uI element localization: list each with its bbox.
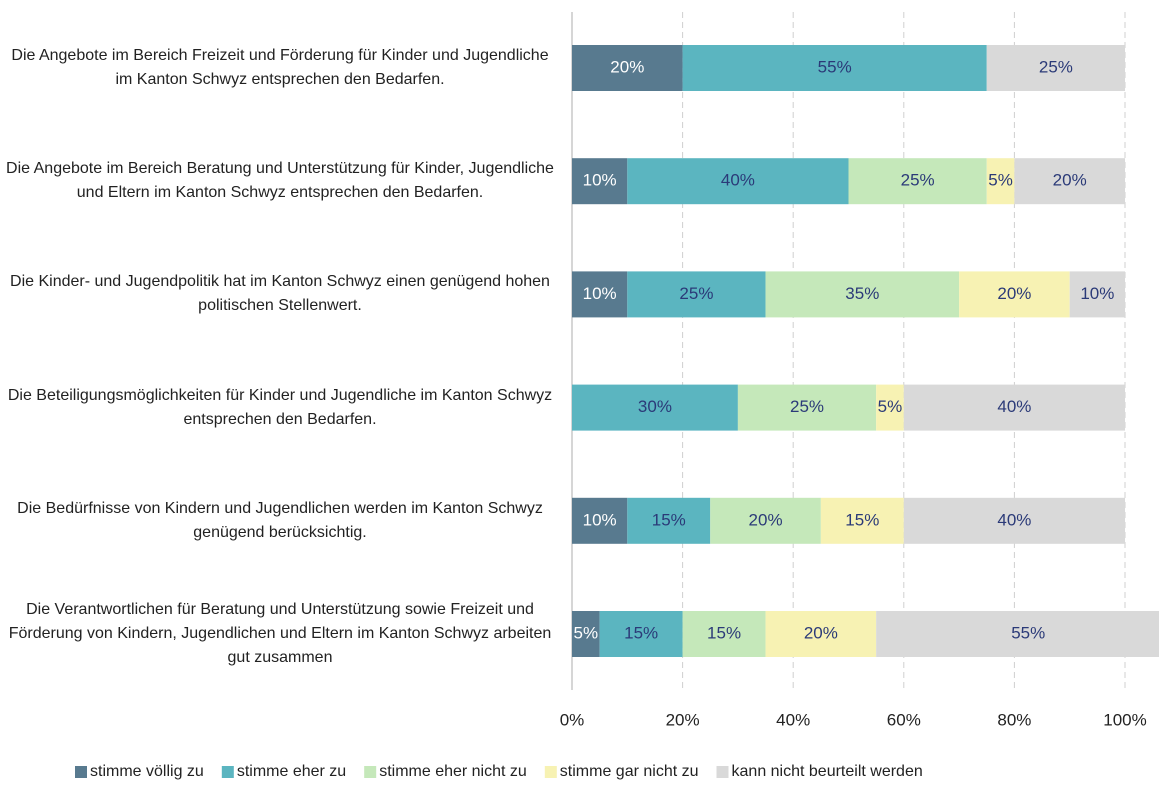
data-label: 30% <box>638 397 672 416</box>
data-label: 10% <box>1080 284 1114 303</box>
legend-label: stimme gar nicht zu <box>560 763 699 780</box>
data-label: 20% <box>610 57 644 76</box>
data-label: 5% <box>574 623 599 642</box>
legend-label: stimme völlig zu <box>90 763 204 780</box>
data-label: 15% <box>845 510 879 529</box>
legend-swatch <box>544 766 557 778</box>
data-label: 20% <box>804 623 838 642</box>
bar-segment <box>1069 271 1125 318</box>
data-label: 25% <box>1039 57 1073 76</box>
bar-segment <box>627 271 766 318</box>
data-label: 35% <box>845 284 879 303</box>
legend-swatch <box>75 766 87 778</box>
legend-label: kann nicht beurteilt werden <box>732 763 923 780</box>
bar-segment <box>572 271 628 318</box>
data-label: 55% <box>1011 623 1045 642</box>
data-label: 40% <box>997 510 1031 529</box>
category-label: Die Angebote im Bereich Freizeit und För… <box>11 47 549 88</box>
data-label: 5% <box>988 171 1013 190</box>
bar-segment <box>627 497 711 544</box>
bar-segment <box>903 497 1125 544</box>
legend-label: stimme eher zu <box>237 763 346 780</box>
data-label: 5% <box>878 397 903 416</box>
legend-label: stimme eher nicht zu <box>379 763 527 780</box>
data-label: 25% <box>679 284 713 303</box>
x-tick-label: 60% <box>887 710 921 729</box>
bar-segment <box>572 497 628 544</box>
bar-segment <box>572 158 628 205</box>
bar-segment <box>737 384 877 431</box>
bar-segment <box>682 45 987 91</box>
legend-swatch <box>221 766 234 778</box>
bar-segment <box>572 611 600 657</box>
bar-segment <box>876 384 904 431</box>
bar-segment <box>1014 158 1125 205</box>
data-label: 15% <box>707 623 741 642</box>
bar-segment <box>820 497 904 544</box>
bar-segment <box>986 158 1015 205</box>
data-label: 15% <box>652 510 686 529</box>
legend-swatch <box>364 766 377 778</box>
data-label: 40% <box>997 397 1031 416</box>
bar-segment <box>765 611 877 657</box>
bar-segment <box>572 45 683 91</box>
category-label: Die Bedürfnisse von Kindern und Jugendli… <box>17 499 543 541</box>
data-label: 25% <box>901 171 935 190</box>
bar-segment <box>959 271 1070 318</box>
bar-segment <box>876 611 1159 657</box>
data-label: 40% <box>721 171 755 190</box>
x-tick-label: 80% <box>997 710 1031 729</box>
data-label: 20% <box>749 510 783 529</box>
data-label: 10% <box>583 171 617 190</box>
bar-segment <box>710 497 821 544</box>
bar-segment <box>765 271 960 318</box>
category-label: Die Beteiligungsmöglichkeiten für Kinder… <box>7 386 553 428</box>
category-label: Die Kinder- und Jugendpolitik hat im Kan… <box>10 273 550 315</box>
bar-segment <box>986 45 1125 91</box>
data-label: 10% <box>583 510 617 529</box>
bar-segment <box>627 158 849 205</box>
data-label: 15% <box>624 623 658 642</box>
data-label: 20% <box>1053 171 1087 190</box>
x-tick-label: 0% <box>560 710 585 729</box>
bar-segment <box>572 384 738 431</box>
legend-swatch <box>716 766 729 778</box>
category-label: Die Angebote im Bereich Beratung und Unt… <box>6 160 554 202</box>
data-label: 55% <box>818 57 852 76</box>
x-tick-label: 40% <box>776 710 810 729</box>
bar-segment <box>903 384 1125 431</box>
x-tick-label: 100% <box>1103 710 1146 729</box>
bar-segment <box>848 158 987 205</box>
bar-segment <box>599 611 683 657</box>
data-label: 20% <box>997 284 1031 303</box>
bar-segment <box>682 611 766 657</box>
x-tick-label: 20% <box>666 710 700 729</box>
data-label: 10% <box>583 284 617 303</box>
category-label: Die Verantwortlichen für Beratung und Un… <box>8 601 552 666</box>
data-label: 25% <box>790 397 824 416</box>
